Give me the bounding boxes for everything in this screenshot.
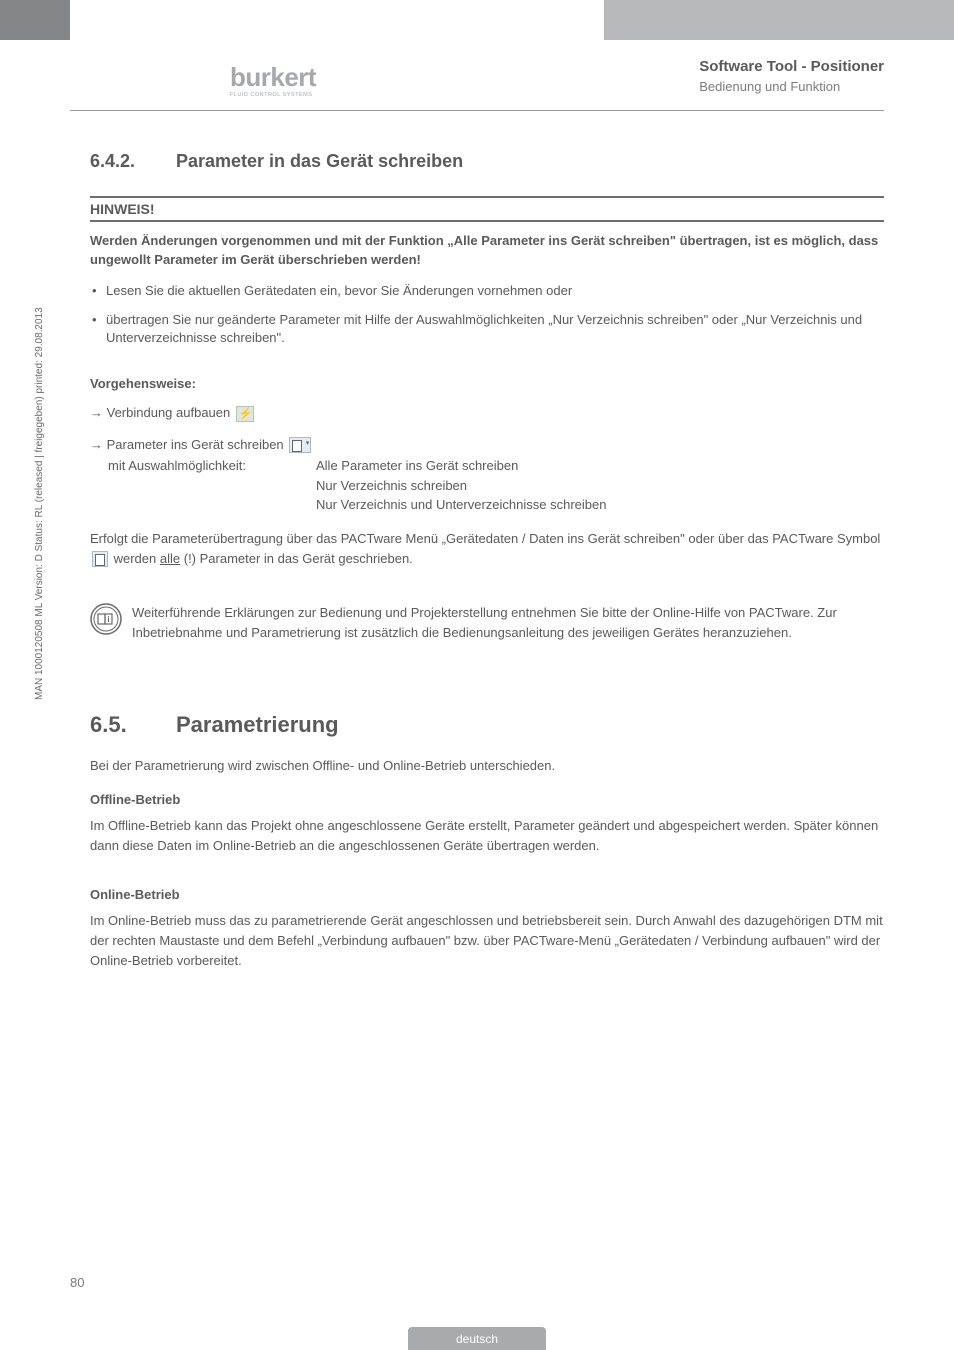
header-meta: Software Tool - Positioner Bedienung und… — [699, 58, 884, 98]
step1-text: Verbindung aufbauen — [107, 405, 231, 420]
section-heading: 6.4.2.Parameter in das Gerät schreiben — [90, 151, 884, 172]
hinweis-bold-text: Werden Änderungen vorgenommen und mit de… — [90, 232, 884, 270]
content: 6.4.2.Parameter in das Gerät schreiben H… — [0, 111, 954, 971]
section2-heading: 6.5.Parametrierung — [90, 712, 884, 738]
hinweis-bullet: übertragen Sie nur geänderte Parameter m… — [92, 311, 884, 349]
info-note: i Weiterführende Erklärungen zur Bedienu… — [90, 603, 884, 642]
offline-paragraph: Im Offline-Betrieb kann das Projekt ohne… — [90, 816, 884, 856]
procedure-step-1: → Verbindung aufbauen — [90, 403, 884, 423]
procedure-step-2: → Parameter ins Gerät schreiben — [90, 435, 884, 455]
hinweis-body: Werden Änderungen vorgenommen und mit de… — [90, 232, 884, 348]
logo-main: burkert — [230, 64, 316, 90]
section-title: Parameter in das Gerät schreiben — [176, 151, 463, 171]
meta-sub: Bedienung und Funktion — [699, 79, 884, 94]
write-icon — [289, 437, 311, 453]
option-item: Nur Verzeichnis schreiben — [316, 476, 884, 496]
logo-sub: FLUID CONTROL SYSTEMS — [230, 92, 316, 98]
step2-text: Parameter ins Gerät schreiben — [107, 437, 284, 452]
svg-text:i: i — [107, 615, 109, 624]
hinweis-bullets: Lesen Sie die aktuellen Gerätedaten ein,… — [90, 282, 884, 349]
offline-heading: Offline-Betrieb — [90, 790, 884, 810]
arrow-icon: → — [90, 437, 107, 452]
section-number: 6.4.2. — [90, 151, 176, 172]
arrow-icon: → — [90, 405, 107, 420]
section2-intro: Bei der Parametrierung wird zwischen Off… — [90, 756, 884, 776]
footer-language-tab: deutsch — [408, 1327, 546, 1350]
topbar-gap — [70, 0, 604, 40]
option-item: Alle Parameter ins Gerät schreiben — [316, 456, 884, 476]
page-number: 80 — [70, 1275, 84, 1290]
topbar — [0, 0, 954, 40]
online-heading: Online-Betrieb — [90, 885, 884, 905]
paragraph-1: Erfolgt die Parameterübertragung über da… — [90, 529, 884, 569]
para1-a: Erfolgt die Parameterübertragung über da… — [90, 531, 880, 546]
hinweis-label: HINWEIS! — [90, 196, 884, 222]
option-values: Alle Parameter ins Gerät schreiben Nur V… — [316, 456, 884, 515]
meta-title: Software Tool - Positioner — [699, 58, 884, 75]
para1-underlined: alle — [160, 551, 180, 566]
option-item: Nur Verzeichnis und Unterverzeichnisse s… — [316, 495, 884, 515]
write-icon-small — [92, 551, 108, 567]
section2-title: Parametrierung — [176, 712, 339, 737]
connect-icon — [236, 406, 254, 422]
option-label: mit Auswahlmöglichkeit: — [90, 456, 316, 515]
hinweis-bullet: Lesen Sie die aktuellen Gerätedaten ein,… — [92, 282, 884, 301]
topbar-left-block — [0, 0, 70, 40]
topbar-right-block — [604, 0, 954, 40]
para1-b: werden — [110, 551, 160, 566]
section2-number: 6.5. — [90, 712, 176, 738]
logo: burkert FLUID CONTROL SYSTEMS — [230, 64, 316, 98]
procedure-heading: Vorgehensweise: — [90, 376, 884, 391]
header-row: burkert FLUID CONTROL SYSTEMS Software T… — [0, 40, 954, 98]
side-meta-text: MAN 1000120508 ML Version: D Status: RL … — [34, 307, 45, 700]
procedure-options: mit Auswahlmöglichkeit: Alle Parameter i… — [90, 456, 884, 515]
info-book-icon: i — [90, 603, 122, 635]
online-paragraph: Im Online-Betrieb muss das zu parametrie… — [90, 911, 884, 971]
info-text: Weiterführende Erklärungen zur Bedienung… — [132, 603, 884, 642]
para1-c: (!) Parameter in das Gerät geschrieben. — [180, 551, 413, 566]
